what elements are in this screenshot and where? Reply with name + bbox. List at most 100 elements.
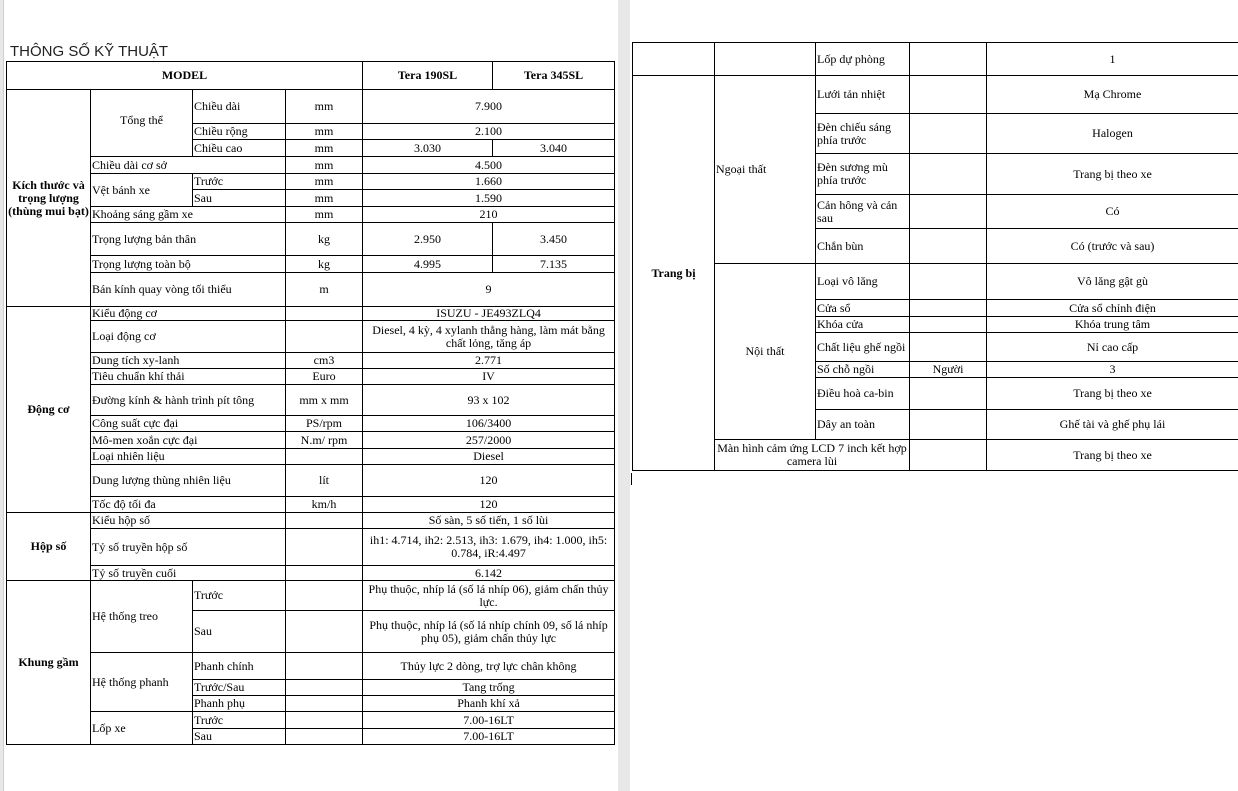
value-model-1: 2.950: [362, 222, 494, 256]
document-page-2: Lốp dự phòng 1 Trang bị Ngoại thất Lưới …: [630, 0, 1238, 791]
section-dimensions: Kích thước và trọng lượng (thùng mui bạt…: [6, 89, 91, 307]
unit: [909, 153, 987, 195]
spec-table: MODEL Tera 190SL Tera 345SL Kích thước v…: [5, 61, 616, 745]
value: 1: [986, 42, 1238, 76]
unit: [909, 316, 987, 333]
row-label: Tỷ số truyền cuối: [90, 565, 286, 581]
table-header-row: MODEL Tera 190SL Tera 345SL: [5, 61, 616, 90]
unit: Người: [909, 361, 987, 378]
row-label: Sau: [192, 728, 286, 745]
table-row: Lốp xe Trước 7.00-16LT: [7, 711, 616, 745]
value: 120: [362, 464, 616, 497]
unit: N.m/ rpm: [284, 431, 364, 449]
value: Trang bị theo xe: [986, 439, 1238, 471]
value-model-1: 4.995: [362, 255, 494, 273]
unit: [284, 695, 364, 712]
row-label: Chiều dài: [192, 89, 286, 124]
table-row: Loại động cơ Diesel, 4 kỳ, 4 xylanh thẳn…: [7, 320, 616, 353]
table-row: Hệ thống phanh Phanh chính Thủy lực 2 dò…: [7, 652, 616, 712]
unit: mm x mm: [284, 384, 364, 416]
unit: [909, 332, 987, 362]
value-model-2: 3.040: [492, 139, 616, 157]
unit: kg: [284, 222, 364, 256]
section-equipment: Trang bị: [632, 75, 715, 471]
group-tires: Lốp xe: [90, 711, 193, 745]
table-row: Kích thước và trọng lượng (thùng mui bạt…: [6, 89, 616, 307]
empty-cell: [714, 42, 816, 76]
value: 2.771: [362, 352, 616, 369]
value: Ghế tài và ghế phụ lái: [986, 409, 1238, 440]
value: 257/2000: [362, 431, 616, 449]
section-engine: Động cơ: [6, 306, 91, 513]
row-label: Cửa sổ: [815, 299, 910, 317]
unit: [284, 711, 364, 729]
row-label: Chiều dài cơ sở: [90, 156, 286, 174]
table-row: Hộp số Kiểu hộp số Số sàn, 5 số tiến, 1 …: [6, 512, 616, 581]
unit: [284, 512, 364, 529]
unit: [909, 113, 987, 154]
row-label: Đèn sương mù phía trước: [815, 153, 910, 195]
table-row: Dung tích xy-lanh cm3 2.771: [7, 352, 616, 369]
table-row: Trang bị Ngoại thất Lưới tản nhiệt Mạ Ch…: [632, 75, 1238, 471]
table-row: Dung lượng thùng nhiên liệu lít 120: [7, 464, 616, 497]
unit: PS/rpm: [284, 415, 364, 432]
unit: lít: [284, 464, 364, 497]
row-label: Khóa cửa: [815, 316, 910, 333]
group-exterior: Ngoại thất: [714, 75, 816, 264]
row-label: Loại nhiên liệu: [90, 448, 286, 465]
table-row: Khoảng sáng gầm xe mm 210: [7, 206, 616, 223]
row-label: Số chỗ ngồi: [815, 361, 910, 378]
unit: [909, 228, 987, 264]
text-cursor: [631, 473, 632, 485]
row-label: Trước/Sau: [192, 679, 286, 696]
unit: [284, 528, 364, 566]
model-2-header: Tera 345SL: [492, 61, 616, 90]
row-label: Trước: [192, 711, 286, 729]
unit: [284, 565, 364, 581]
table-row: Chắn bùn Có (trước và sau): [633, 228, 1238, 264]
row-label: Công suất cực đại: [90, 415, 286, 432]
value: 7.00-16LT: [362, 711, 616, 729]
row-label: Mô-men xoắn cực đại: [90, 431, 286, 449]
value: 3: [986, 361, 1238, 378]
row-label: Trước: [192, 580, 286, 611]
value: Có (trước và sau): [986, 228, 1238, 264]
row-label: Trước: [192, 173, 286, 190]
value-model-1: 3.030: [362, 139, 494, 157]
equipment-table: Lốp dự phòng 1 Trang bị Ngoại thất Lưới …: [632, 42, 1238, 471]
value: Phụ thuộc, nhíp lá (số lá nhíp chính 09,…: [362, 610, 616, 653]
unit: [284, 610, 364, 653]
document-page-1: THÔNG SỐ KỸ THUẬT MODEL Tera 190SL Tera …: [3, 0, 618, 791]
value: ISUZU - JE493ZLQ4: [362, 306, 616, 321]
row-label: Bán kính quay vòng tối thiểu: [90, 272, 286, 307]
value: Vô lăng gật gù: [986, 263, 1238, 300]
unit: [909, 42, 987, 76]
unit: [909, 263, 987, 300]
row-label: Điều hoà ca-bin: [815, 377, 910, 410]
row-label: Trọng lượng toàn bộ: [90, 255, 286, 273]
unit: [909, 194, 987, 229]
row-label: Màn hình cảm ứng LCD 7 inch kết hợp came…: [714, 439, 910, 471]
value: 210: [362, 206, 616, 223]
row-label: Tiêu chuẩn khí thải: [90, 368, 286, 385]
section-chassis: Khung gầm: [6, 580, 91, 745]
unit: m: [284, 272, 364, 307]
unit: mm: [284, 123, 364, 140]
row-label: Khoảng sáng gầm xe: [90, 206, 286, 223]
row-label: Lốp dự phòng: [815, 42, 910, 76]
table-row: Nội thất Loại vô lăng Vô lăng gật gù: [633, 263, 1238, 440]
table-row: Đèn chiếu sáng phía trước Halogen: [633, 113, 1238, 154]
row-label: Chắn bùn: [815, 228, 910, 264]
table-row: Loại nhiên liệu Diesel: [7, 448, 616, 465]
unit: km/h: [284, 496, 364, 513]
table-row: Tỷ số truyền cuối 6.142: [7, 565, 616, 581]
value: 7.00-16LT: [362, 728, 616, 745]
value: Khóa trung tâm: [986, 316, 1238, 333]
value: Cửa sổ chỉnh điện: [986, 299, 1238, 317]
value: Mạ Chrome: [986, 75, 1238, 114]
value: 1.660: [362, 173, 616, 190]
group-overall: Tổng thể: [90, 89, 193, 157]
value-model-2: 3.450: [492, 222, 616, 256]
table-row: Khóa cửa Khóa trung tâm: [633, 316, 1238, 333]
value: Diesel, 4 kỳ, 4 xylanh thẳng hàng, làm m…: [362, 320, 616, 353]
